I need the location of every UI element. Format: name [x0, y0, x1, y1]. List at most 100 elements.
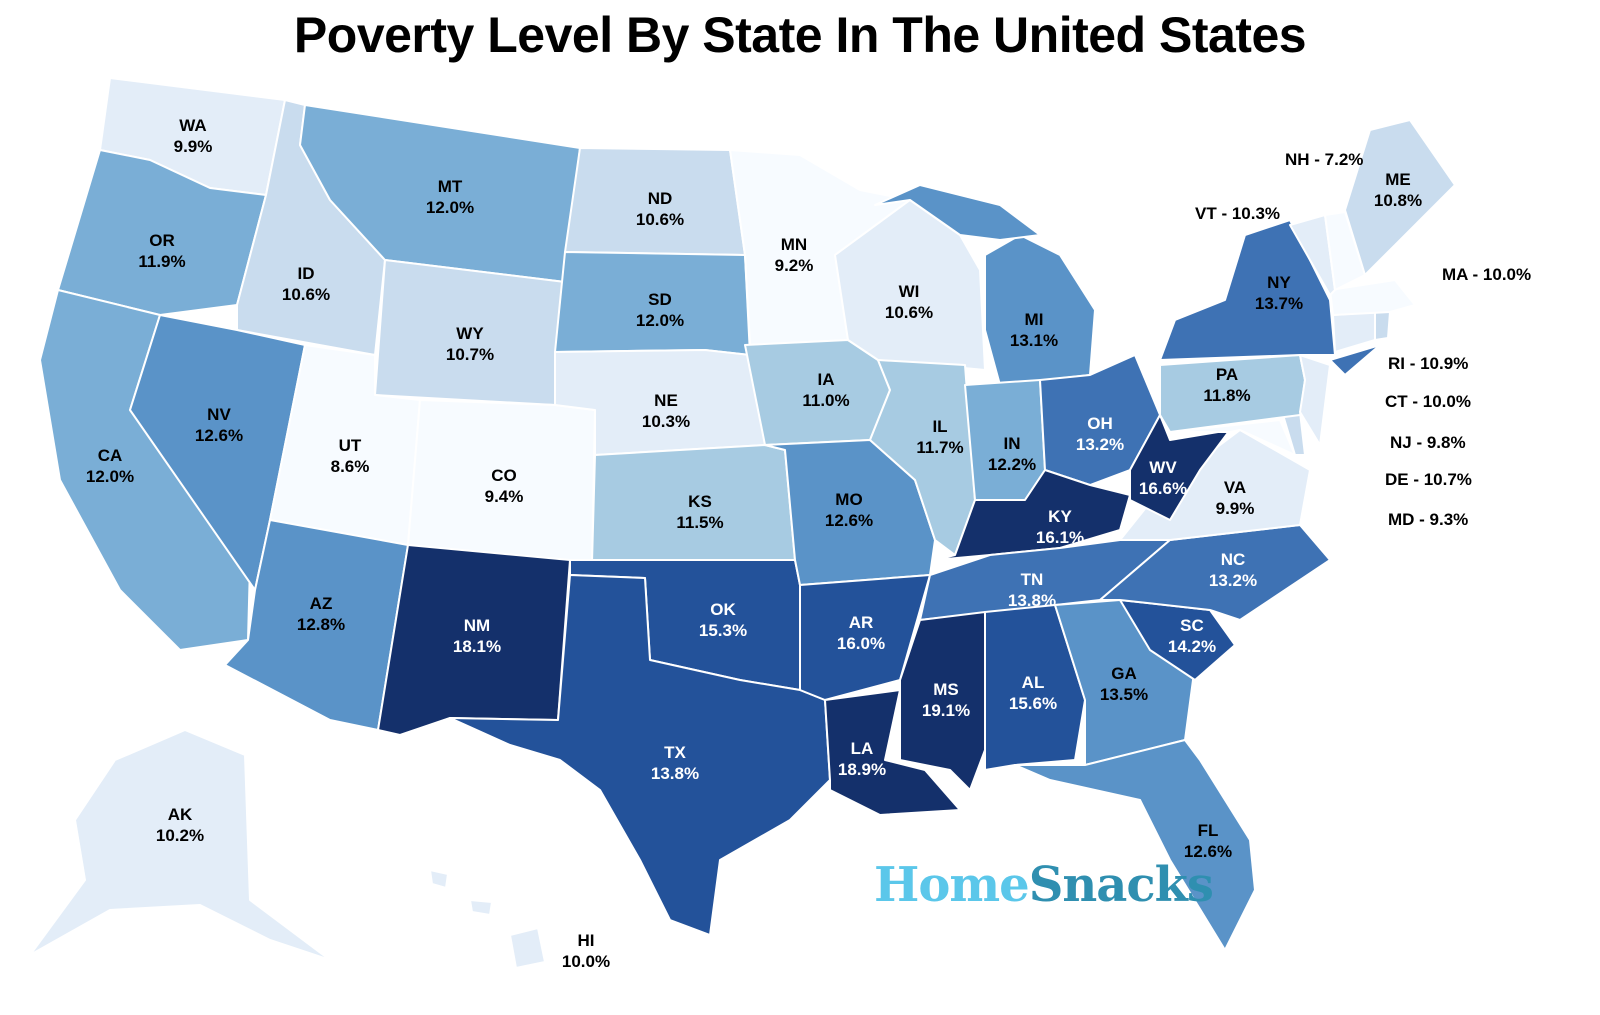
state-ma[interactable] [1329, 279, 1416, 316]
value-ms: 19.1% [921, 701, 971, 720]
value-ak: 10.2% [155, 826, 205, 845]
label-mi: MI 13.1% [1009, 310, 1059, 350]
label-ut: UT 8.6% [330, 436, 370, 476]
value-tx: 13.8% [650, 764, 700, 783]
value-id: 10.6% [281, 285, 331, 304]
logo-home: Home [874, 857, 1030, 913]
callout-ri: RI - 10.9% [1388, 354, 1469, 373]
logo-snacks: Snacks [1028, 857, 1214, 913]
value-ca: 12.0% [85, 467, 135, 486]
state-nj[interactable] [1299, 354, 1331, 446]
label-va: VA 9.9% [1215, 478, 1255, 518]
label-hi: HI 10.0% [561, 931, 611, 971]
label-or: OR 11.9% [138, 231, 186, 271]
value-nd: 10.6% [635, 210, 685, 229]
callout-vt: VT - 10.3% [1195, 204, 1281, 223]
value-or: 11.9% [138, 252, 186, 271]
value-fl: 12.6% [1183, 842, 1233, 861]
value-hi: 10.0% [561, 952, 611, 971]
state-mi[interactable] [984, 234, 1096, 386]
label-ak: AK 10.2% [155, 805, 205, 845]
value-ia: 11.0% [802, 391, 850, 410]
state-ny-li[interactable] [1329, 344, 1381, 376]
state-hi-small[interactable] [429, 869, 449, 889]
label-tx: TX 13.8% [650, 743, 700, 783]
homesnacks-logo: HomeSnacks [874, 857, 1214, 913]
label-nd: ND 10.6% [635, 189, 685, 229]
label-wv: WV 16.6% [1138, 458, 1188, 498]
state-ri[interactable] [1374, 311, 1391, 341]
callout-nj: NJ - 9.8% [1390, 433, 1466, 452]
label-in: IN 12.2% [987, 434, 1037, 474]
value-wi: 10.6% [884, 303, 934, 322]
state-tx[interactable] [449, 574, 831, 936]
label-wy: WY 10.7% [445, 324, 495, 364]
value-ut: 8.6% [330, 457, 370, 476]
label-oh: OH 13.2% [1075, 414, 1125, 454]
label-ca: CA 12.0% [85, 446, 135, 486]
label-nc: NC 13.2% [1208, 550, 1258, 590]
state-mi-upper[interactable] [874, 184, 1041, 241]
label-al: AL 15.6% [1008, 673, 1058, 713]
value-mi: 13.1% [1009, 331, 1059, 350]
state-la[interactable] [824, 689, 961, 816]
label-wi: WI 10.6% [884, 282, 934, 322]
value-il: 11.7% [916, 438, 964, 457]
value-nc: 13.2% [1208, 571, 1258, 590]
value-ks: 11.5% [676, 513, 724, 532]
callout-de: DE - 10.7% [1385, 470, 1472, 489]
state-ak[interactable] [29, 729, 331, 961]
label-mn: MN 9.2% [774, 235, 814, 275]
value-wa: 9.9% [173, 137, 213, 156]
label-ga: GA 13.5% [1099, 664, 1149, 704]
value-ky: 16.1% [1035, 528, 1085, 547]
callout-md: MD - 9.3% [1388, 510, 1469, 529]
value-al: 15.6% [1008, 694, 1058, 713]
value-wy: 10.7% [445, 345, 495, 364]
state-fl[interactable] [1014, 739, 1256, 951]
callout-nh: NH - 7.2% [1285, 150, 1364, 169]
value-ny: 13.7% [1254, 294, 1304, 313]
state-me[interactable] [1344, 119, 1456, 276]
label-ne: NE 10.3% [641, 391, 691, 431]
state-hi[interactable] [509, 927, 546, 969]
label-sc: SC 14.2% [1167, 616, 1217, 656]
label-ms: MS 19.1% [921, 680, 971, 720]
value-pa: 11.8% [1203, 386, 1251, 405]
label-wa: WA 9.9% [173, 116, 213, 156]
label-ok: OK 15.3% [698, 600, 748, 640]
state-hi-small2[interactable] [469, 899, 493, 916]
label-az: AZ 12.8% [296, 594, 346, 634]
label-ia: IA 11.0% [802, 370, 850, 410]
value-sc: 14.2% [1167, 637, 1217, 656]
value-oh: 13.2% [1075, 435, 1125, 454]
value-in: 12.2% [987, 455, 1037, 474]
value-sd: 12.0% [635, 311, 685, 330]
value-me: 10.8% [1373, 191, 1423, 210]
callout-ct: CT - 10.0% [1385, 392, 1471, 411]
state-ny[interactable] [1159, 219, 1336, 361]
state-ct[interactable] [1332, 311, 1376, 353]
label-ny: NY 13.7% [1254, 273, 1304, 313]
value-az: 12.8% [296, 615, 346, 634]
value-nv: 12.6% [194, 426, 244, 445]
label-id: ID 10.6% [281, 264, 331, 304]
label-mo: MO 12.6% [824, 490, 874, 530]
value-ar: 16.0% [836, 634, 886, 653]
value-nm: 18.1% [452, 637, 502, 656]
label-nm: NM 18.1% [452, 616, 502, 656]
label-pa: PA 11.8% [1203, 365, 1251, 405]
label-co: CO 9.4% [484, 466, 524, 506]
value-va: 9.9% [1215, 499, 1255, 518]
label-la: LA 18.9% [837, 739, 887, 779]
label-ar: AR 16.0% [836, 613, 886, 653]
label-ks: KS 11.5% [676, 492, 724, 532]
callout-ma: MA - 10.0% [1442, 265, 1532, 284]
map-title: Poverty Level By State In The United Sta… [293, 7, 1307, 63]
value-mo: 12.6% [824, 511, 874, 530]
value-tn: 13.8% [1007, 591, 1057, 610]
label-ky: KY 16.1% [1035, 507, 1085, 547]
value-ga: 13.5% [1099, 685, 1149, 704]
value-la: 18.9% [837, 760, 887, 779]
